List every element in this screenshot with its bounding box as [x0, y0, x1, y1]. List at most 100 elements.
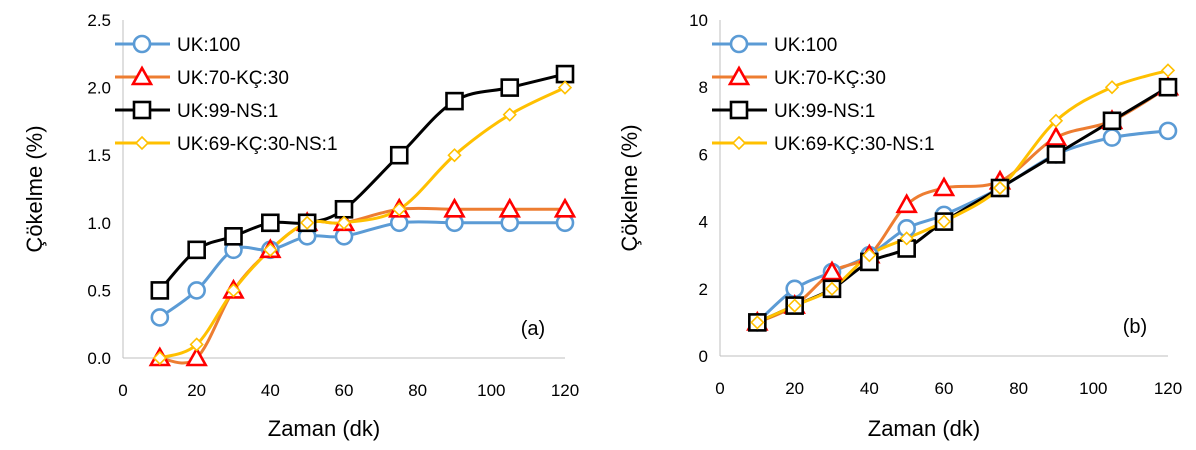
- legend: UK:100 UK:70-KÇ:30 UK:99-NS:1 UK:69-KÇ:30-N…: [712, 34, 935, 155]
- data-point: [150, 281, 170, 300]
- data-point: [1102, 111, 1122, 131]
- legend-label: UK:70-KÇ:30: [774, 68, 886, 89]
- y-tick-label: 1.5: [87, 146, 111, 165]
- data-point: [185, 346, 208, 367]
- x-axis-title: Zaman (dk): [868, 416, 980, 441]
- data-point: [862, 248, 877, 263]
- x-axis-title: Zaman (dk): [268, 416, 380, 441]
- x-tick-label: 100: [477, 381, 505, 400]
- data-point: [502, 107, 517, 122]
- legend: UK:100 UK:70-KÇ:30 UK:99-NS:1 UK:69-KÇ:30-N…: [115, 34, 338, 155]
- data-point: [895, 193, 918, 214]
- x-tick-label: 60: [335, 381, 354, 400]
- y-tick-label: 10: [689, 11, 708, 30]
- series-line-4: [159, 86, 566, 360]
- y-tick-label: 0.5: [87, 281, 111, 300]
- series-line-4: [756, 68, 1169, 324]
- data-point: [936, 214, 952, 229]
- series-line-1: [756, 129, 1169, 324]
- y-tick-label: 0.0: [87, 349, 111, 368]
- data-point: [1046, 145, 1066, 164]
- data-point: [187, 240, 206, 260]
- x-tick-label: 80: [1009, 379, 1028, 398]
- panel-label: (a): [521, 318, 545, 340]
- y-axis-title: Çökelme (%): [617, 124, 642, 251]
- x-tick-label: 120: [551, 381, 579, 400]
- series-line-2: [756, 85, 1169, 324]
- data-point: [787, 298, 802, 313]
- data-point: [392, 202, 407, 217]
- x-tick-label: 20: [187, 381, 206, 400]
- data-point: [300, 215, 315, 230]
- legend-label: UK:99-NS:1: [177, 101, 278, 122]
- legend-marker: [132, 34, 152, 54]
- y-tick-label: 2.5: [87, 11, 111, 30]
- data-point: [443, 197, 466, 218]
- legend-marker: [132, 100, 152, 120]
- legend-label: UK:69-KÇ:30-NS:1: [177, 134, 338, 155]
- data-point: [150, 308, 170, 327]
- data-point: [1158, 121, 1178, 141]
- data-point: [555, 64, 575, 84]
- x-tick-label: 100: [1079, 379, 1107, 398]
- legend-marker: [731, 135, 747, 151]
- data-point: [932, 176, 956, 197]
- series-markers-4: [750, 63, 1176, 330]
- y-tick-label: 2: [699, 280, 708, 299]
- data-point: [992, 180, 1008, 196]
- chart-panel-2: 0 20 40 60 80 100 120 0 2 4 6 8 10 Zaman (dk) Çökelme …: [617, 11, 1182, 441]
- data-point: [498, 197, 521, 218]
- data-point: [226, 283, 241, 298]
- data-point: [334, 199, 354, 219]
- series-line-1: [158, 220, 565, 319]
- y-tick-label: 1.0: [87, 214, 111, 233]
- data-point: [1102, 128, 1122, 147]
- legend-label: UK:99-NS:1: [774, 101, 875, 122]
- data-point: [820, 260, 844, 281]
- chart-panel-1: 0 20 40 60 80 100 120 0.0 0.5 1.0 1.5 2.0 2.5 Zaman (…: [22, 11, 579, 441]
- data-point: [553, 197, 577, 218]
- legend-label: UK:70-KÇ:30: [177, 68, 289, 89]
- data-point: [500, 78, 520, 97]
- data-point: [899, 231, 914, 246]
- legend-marker: [729, 100, 749, 120]
- y-tick-label: 8: [699, 78, 708, 97]
- data-point: [224, 227, 243, 246]
- x-tick-label: 20: [785, 379, 804, 398]
- data-point: [750, 315, 765, 330]
- data-point: [1044, 125, 1068, 146]
- data-point: [447, 148, 462, 163]
- y-tick-label: 2.0: [87, 79, 111, 98]
- data-point: [189, 337, 204, 352]
- data-point: [445, 91, 464, 111]
- legend-marker: [727, 65, 751, 86]
- data-point: [261, 213, 280, 233]
- y-tick-label: 4: [699, 213, 708, 232]
- data-point: [824, 281, 840, 296]
- data-point: [1158, 77, 1178, 97]
- x-tick-label: 80: [408, 381, 427, 400]
- data-point: [557, 80, 573, 95]
- data-point: [336, 215, 352, 230]
- x-tick-label: 60: [935, 379, 954, 398]
- legend-marker: [134, 135, 150, 151]
- data-point: [1160, 63, 1176, 78]
- series-line-3: [158, 72, 566, 292]
- legend-label: UK:69-KÇ:30-NS:1: [774, 134, 935, 155]
- x-tick-label: 40: [860, 379, 879, 398]
- series-markers-4: [152, 80, 573, 366]
- x-tick-label: 40: [261, 381, 280, 400]
- panel-label: (b): [1123, 316, 1147, 338]
- data-point: [389, 145, 409, 165]
- data-point: [263, 242, 278, 257]
- x-tick-label: 0: [715, 379, 724, 398]
- data-point: [1104, 80, 1120, 95]
- data-point: [152, 350, 167, 366]
- y-tick-label: 6: [699, 145, 708, 164]
- x-tick-label: 120: [1154, 379, 1182, 398]
- legend-marker: [729, 34, 749, 54]
- data-point: [1048, 113, 1064, 128]
- legend-label: UK:100: [177, 35, 240, 56]
- legend-marker: [130, 65, 154, 86]
